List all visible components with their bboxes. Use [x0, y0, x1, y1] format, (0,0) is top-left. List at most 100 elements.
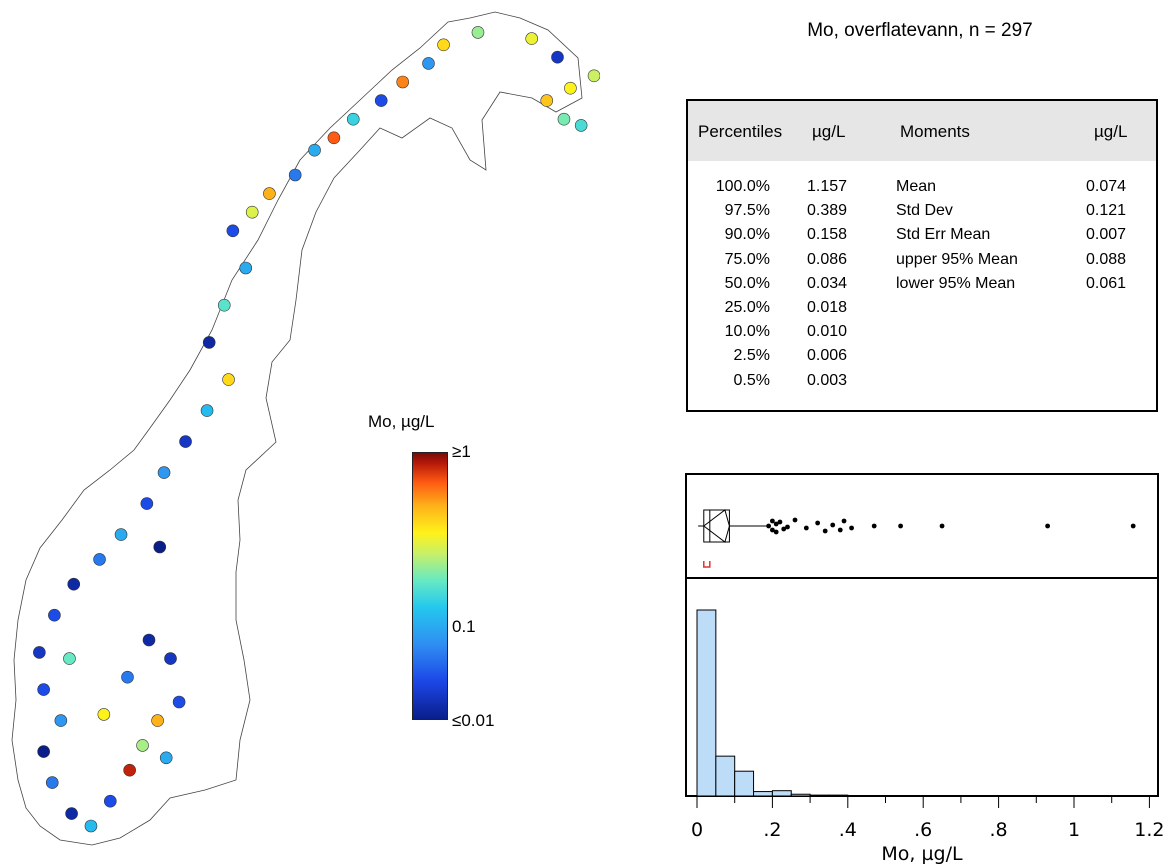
- sample-point: [67, 577, 81, 591]
- sample-point: [157, 466, 171, 479]
- x-tick-label: .4: [839, 819, 857, 841]
- sample-point: [179, 435, 192, 448]
- moment-value: 0.088: [1086, 250, 1127, 268]
- histogram-bar: [696, 609, 717, 797]
- sample-point: [308, 143, 321, 157]
- outlier-point: [837, 527, 843, 533]
- sample-point: [422, 57, 435, 70]
- moment-value: 0.121: [1086, 202, 1127, 220]
- outlier-point: [815, 520, 821, 526]
- sample-point: [93, 553, 106, 566]
- percentiles-header: Percentiles: [698, 122, 783, 141]
- percentile-value: 0.158: [807, 226, 848, 244]
- sample-point: [172, 695, 186, 709]
- sample-point: [564, 81, 577, 95]
- outlier-point: [792, 517, 798, 523]
- sample-point: [142, 633, 156, 647]
- colorbar: [412, 452, 448, 720]
- percentile-label: 0.5%: [733, 371, 770, 389]
- percentile-label: 75.0%: [724, 250, 770, 268]
- x-axis: 0 .2 .4 .6 .8 1 1.2: [691, 796, 1165, 841]
- percentile-label: 25.0%: [724, 299, 770, 317]
- sample-point: [226, 224, 240, 238]
- colorbar-bottom-label: ≤0.01: [452, 711, 495, 730]
- sample-point: [54, 714, 68, 727]
- percentile-label: 90.0%: [724, 226, 770, 244]
- outlier-point: [849, 525, 854, 531]
- iqr-box: [703, 509, 730, 543]
- sample-point: [346, 112, 360, 126]
- percentile-value: 1.157: [807, 178, 848, 195]
- table-header: [688, 101, 1156, 161]
- outlier-point: [777, 519, 783, 525]
- sample-point: [437, 38, 450, 52]
- percentile-label: 100.0%: [715, 178, 770, 195]
- sample-point: [217, 298, 231, 312]
- sample-point: [239, 261, 253, 275]
- norway-map: [11, 11, 600, 846]
- moment-value: 0.074: [1086, 178, 1127, 195]
- sample-point: [557, 112, 571, 126]
- percentiles-unit-header: µg/L: [812, 122, 846, 141]
- sample-point: [84, 819, 98, 833]
- outlier-point: [770, 527, 775, 533]
- sample-point: [63, 652, 76, 665]
- sample-point: [200, 404, 214, 417]
- sample-point: [45, 776, 59, 789]
- moment-name: Std Err Mean: [896, 226, 991, 244]
- sample-point: [327, 131, 341, 145]
- sample-point: [222, 373, 235, 386]
- histogram-bar: [809, 794, 830, 797]
- outlier-point: [785, 524, 790, 530]
- mean-diamond: [702, 509, 730, 543]
- sample-point: [540, 94, 554, 107]
- x-tick-label: 1: [1068, 819, 1080, 841]
- histogram-bars: [696, 609, 849, 797]
- percentile-label: 10.0%: [724, 323, 770, 341]
- histogram-bar: [734, 770, 755, 797]
- histogram-bar: [790, 793, 811, 797]
- percentile-label: 2.5%: [733, 347, 770, 365]
- colorbar-top-label: ≥1: [452, 442, 471, 461]
- sample-point: [48, 608, 61, 622]
- sample-point: [37, 683, 50, 696]
- histogram-bar: [715, 755, 736, 797]
- outlier-point: [766, 523, 772, 529]
- outlier-point: [803, 525, 809, 531]
- sample-point: [151, 714, 164, 727]
- colorbar-mid-label: 0.1: [452, 617, 476, 636]
- sample-point: [396, 75, 410, 89]
- percentile-value: 0.086: [807, 250, 848, 268]
- sample-point: [65, 807, 78, 820]
- percentile-value: 0.018: [807, 299, 848, 317]
- sample-point: [136, 739, 149, 752]
- sample-point: [263, 187, 276, 200]
- outlier-point: [1045, 523, 1051, 529]
- sample-point: [33, 646, 46, 659]
- sample-point: [140, 497, 154, 510]
- histogram-bar: [771, 790, 792, 797]
- outlier-point: [841, 518, 847, 524]
- percentile-labels: 100.0% 97.5% 90.0% 75.0% 50.0% 25.0% 10.…: [688, 175, 770, 393]
- percentile-label: 50.0%: [724, 274, 770, 292]
- moment-name: Std Dev: [896, 202, 953, 220]
- moment-value: 0.007: [1086, 226, 1127, 244]
- percentile-label: 97.5%: [724, 202, 770, 220]
- percentile-values: 1.157 0.389 0.158 0.086 0.034 0.018 0.01…: [807, 175, 847, 393]
- sample-point: [164, 652, 177, 665]
- sample-point: [574, 119, 588, 132]
- x-tick-label: 1.2: [1134, 819, 1164, 841]
- histogram-bar: [753, 791, 773, 797]
- moment-value: 0.061: [1086, 274, 1127, 292]
- histogram-frame: [685, 577, 1159, 797]
- sample-point: [121, 670, 134, 684]
- page-title: Mo, overflatevann, n = 297: [807, 20, 1033, 41]
- outlier-point: [1130, 523, 1136, 529]
- x-tick-label: .2: [763, 819, 781, 841]
- sample-point: [374, 94, 388, 107]
- outlier-point: [830, 522, 836, 528]
- sample-point: [245, 205, 259, 219]
- outlier-point: [898, 523, 903, 529]
- percentile-value: 0.010: [807, 323, 848, 341]
- sample-point: [551, 50, 564, 64]
